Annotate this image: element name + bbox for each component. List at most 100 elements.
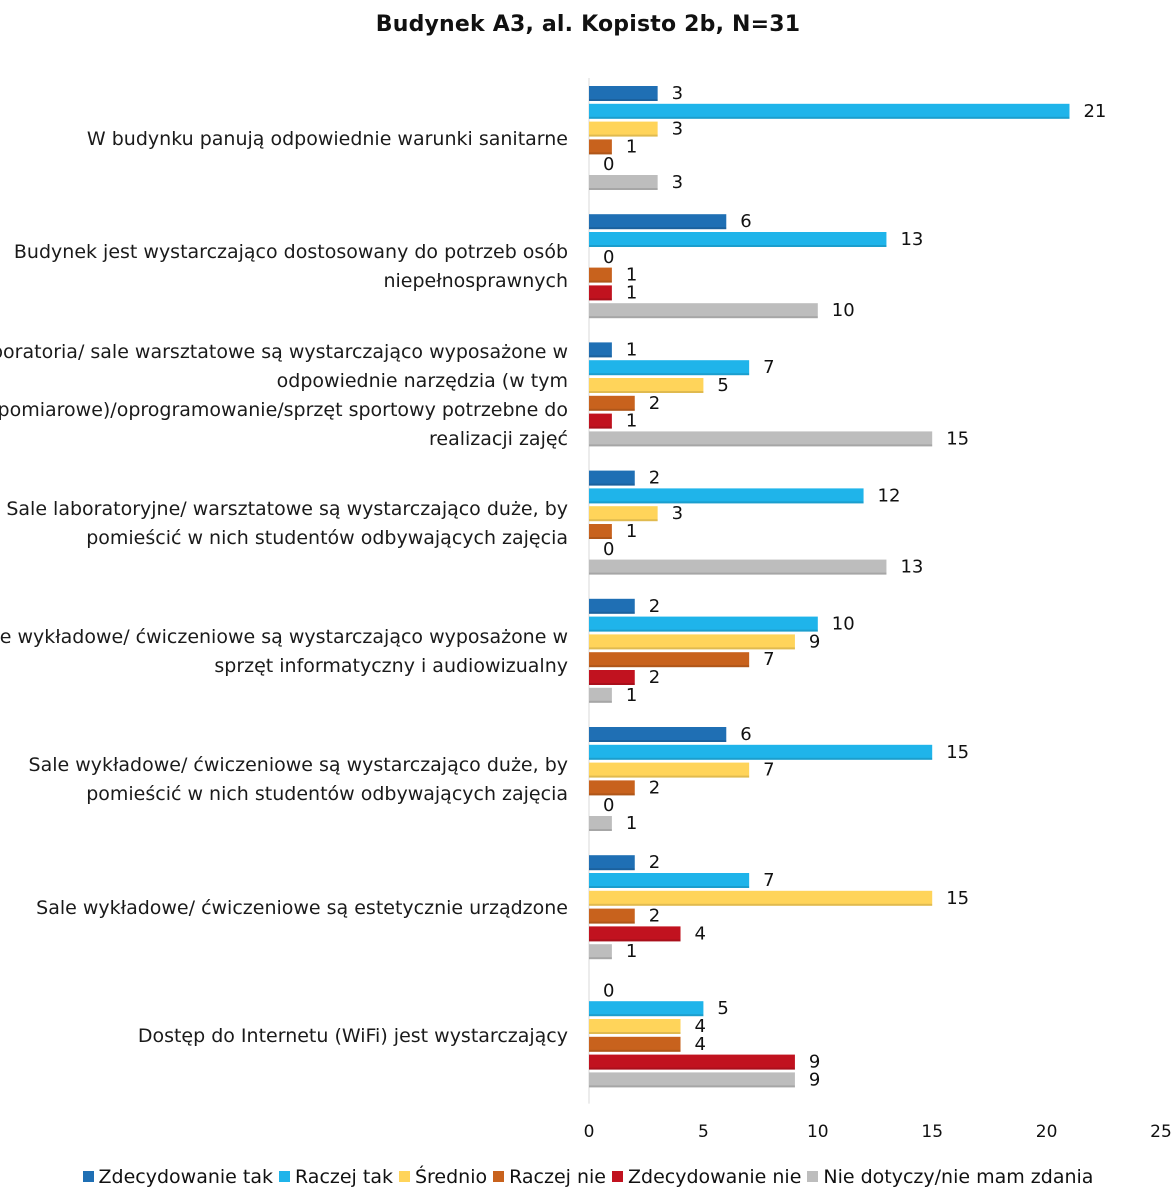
bar: [589, 413, 612, 429]
x-tick-label: 10: [807, 1122, 829, 1142]
data-label: 0: [603, 247, 614, 268]
legend-label: Raczej nie: [509, 1166, 606, 1188]
data-label: 10: [832, 614, 855, 635]
legend-item: Raczej tak: [279, 1166, 393, 1188]
data-label: 3: [672, 172, 683, 193]
legend-item: Nie dotyczy/nie mam zdania: [807, 1166, 1093, 1188]
data-label: 2: [649, 667, 660, 688]
data-label: 2: [649, 777, 660, 798]
legend-label: Średnio: [414, 1166, 488, 1188]
bar: [589, 855, 635, 871]
data-label: 2: [649, 393, 660, 414]
legend-item: Średnio: [398, 1166, 488, 1188]
data-label: 1: [626, 941, 637, 962]
bar: [589, 670, 635, 685]
bar-shade: [589, 152, 612, 155]
bar-shade: [589, 245, 887, 247]
bar: [589, 598, 635, 614]
data-label: 7: [763, 357, 774, 378]
data-label: 3: [672, 83, 683, 104]
data-label: 15: [946, 888, 969, 909]
data-label: 1: [626, 136, 637, 157]
bar-shade: [589, 280, 612, 283]
bar-shade: [589, 391, 704, 393]
data-label: 1: [626, 813, 637, 834]
bar: [589, 1001, 704, 1017]
bar-shade: [589, 740, 727, 742]
bar-shade: [589, 572, 887, 575]
bar-shade: [589, 957, 612, 960]
bar: [589, 378, 704, 393]
data-label: 4: [695, 1034, 706, 1055]
data-label: 1: [626, 282, 637, 303]
bar-shade: [589, 1049, 681, 1052]
bar: [589, 1054, 795, 1070]
data-label: 15: [946, 742, 969, 763]
legend-swatch: [612, 1171, 623, 1182]
legend-item: Zdecydowanie nie: [612, 1166, 801, 1188]
bar-shade: [589, 939, 681, 942]
bar-shade: [589, 426, 612, 429]
data-label: 7: [763, 870, 774, 891]
bar: [589, 175, 658, 190]
chart-legend: Zdecydowanie tak Raczej tak Średnio Raczej …: [0, 1166, 1176, 1188]
bar-shade: [589, 829, 612, 831]
bar: [589, 727, 727, 742]
category-label: Sale wykładowe/ ćwiczeniowe są wystarcza…: [28, 754, 568, 806]
data-label: 1: [626, 339, 637, 360]
category-label: Sale wykładowe/ ćwiczeniowe są estetyczn…: [36, 896, 568, 919]
data-label: 3: [672, 119, 683, 140]
bar-shade: [589, 373, 750, 376]
bar-shade: [589, 629, 818, 632]
bar: [589, 506, 658, 522]
bar-shade: [589, 1067, 795, 1070]
data-label: 0: [603, 154, 614, 175]
bar-shade: [589, 99, 658, 101]
bar-shade: [589, 1032, 681, 1034]
bar-shade: [589, 537, 612, 539]
x-tick-label: 0: [584, 1122, 595, 1142]
legend-item: Zdecydowanie tak: [82, 1166, 273, 1188]
bar: [589, 816, 612, 831]
bar: [589, 360, 750, 376]
data-label: 10: [832, 300, 855, 321]
bar-shade: [589, 665, 750, 668]
bar: [589, 139, 612, 155]
bar-shade: [589, 647, 795, 650]
legend-label: Zdecydowanie nie: [628, 1166, 802, 1188]
legend-label: Raczej tak: [295, 1166, 393, 1188]
category-label: Sale laboratoryjne/ warsztatowe są wysta…: [6, 497, 568, 549]
bar-shade: [589, 316, 818, 319]
category-label: Laboratoria/ sale warsztatowe są wystarc…: [0, 340, 568, 450]
legend-swatch: [82, 1171, 94, 1182]
bar: [589, 303, 818, 319]
data-label: 1: [626, 265, 637, 286]
data-label: 2: [649, 468, 660, 489]
bar: [589, 103, 1070, 119]
bar: [589, 926, 681, 942]
x-tick-label: 15: [921, 1122, 943, 1142]
data-label: 4: [695, 1016, 706, 1037]
bar: [589, 780, 635, 796]
bar-shade: [589, 921, 635, 924]
bar: [589, 342, 612, 358]
bar: [589, 652, 750, 668]
bar: [589, 1072, 795, 1088]
bar: [589, 559, 887, 575]
bar: [589, 285, 612, 301]
bar: [589, 890, 933, 906]
bar-shade: [589, 408, 635, 411]
category-label: W budynku panują odpowiednie warunki san…: [86, 127, 568, 150]
data-label: 12: [878, 485, 901, 506]
bar-shade: [589, 1085, 795, 1088]
data-label: 0: [603, 539, 614, 560]
data-label: 21: [1083, 101, 1106, 122]
bar: [589, 687, 612, 703]
legend-label: Nie dotyczy/nie mam zdania: [823, 1166, 1094, 1188]
x-tick-label: 20: [1036, 1122, 1058, 1142]
bar-shade: [589, 793, 635, 796]
data-label: 0: [603, 795, 614, 816]
legend-item: Raczej nie: [493, 1166, 606, 1188]
data-label: 2: [649, 906, 660, 927]
